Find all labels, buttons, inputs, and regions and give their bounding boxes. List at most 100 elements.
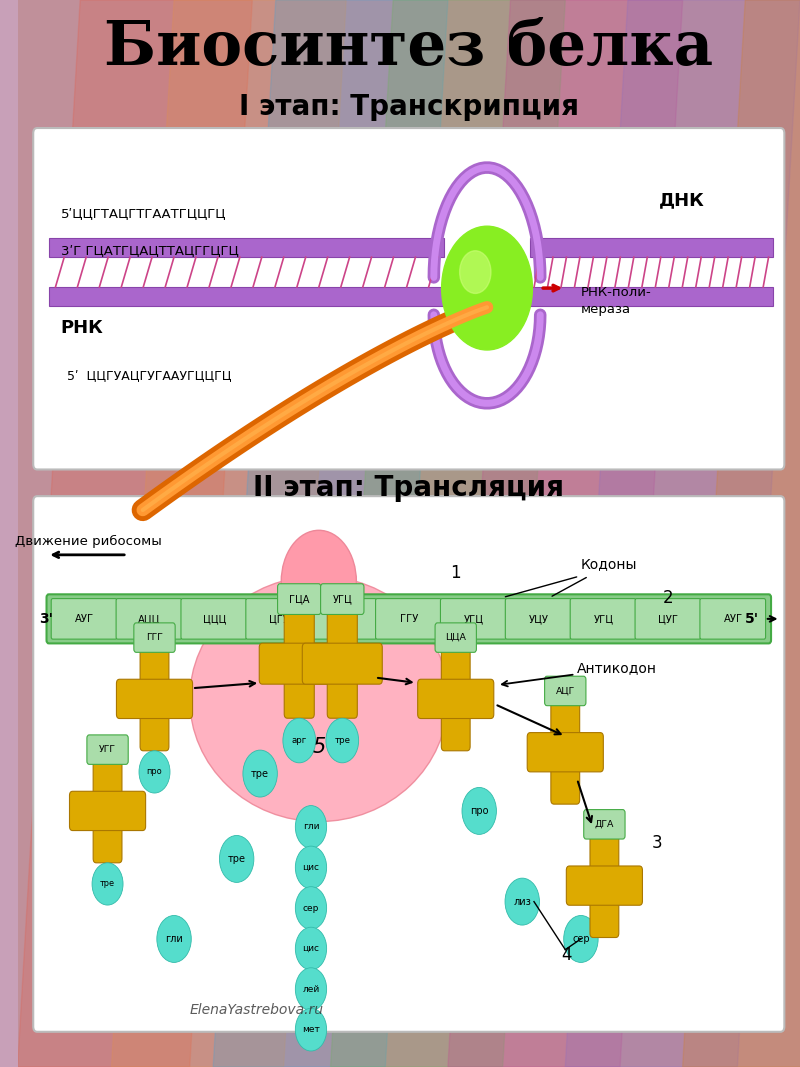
- Text: Кодоны: Кодоны: [581, 557, 638, 571]
- Text: 4: 4: [562, 946, 572, 965]
- Text: УЦУ: УЦУ: [529, 614, 549, 624]
- FancyBboxPatch shape: [551, 700, 580, 805]
- Circle shape: [139, 751, 170, 793]
- Text: сер: сер: [302, 904, 319, 912]
- FancyBboxPatch shape: [545, 676, 586, 705]
- Polygon shape: [566, 0, 800, 1067]
- Text: мет: мет: [302, 1025, 320, 1034]
- Text: Движение рибосомы: Движение рибосомы: [14, 535, 162, 547]
- FancyBboxPatch shape: [70, 792, 146, 830]
- Polygon shape: [330, 0, 566, 1067]
- Circle shape: [295, 968, 326, 1010]
- FancyBboxPatch shape: [34, 128, 784, 469]
- FancyBboxPatch shape: [700, 599, 766, 639]
- Circle shape: [295, 1008, 326, 1051]
- Text: ElenaYastrebova.ru: ElenaYastrebova.ru: [190, 1003, 324, 1017]
- Text: РНК: РНК: [61, 319, 103, 337]
- Text: 3: 3: [651, 834, 662, 853]
- Text: 5: 5: [312, 737, 326, 757]
- Circle shape: [505, 878, 539, 925]
- Text: АЦГ: АЦГ: [556, 686, 575, 696]
- Circle shape: [295, 887, 326, 929]
- Text: ЦЦЦ: ЦЦЦ: [202, 614, 226, 624]
- FancyBboxPatch shape: [418, 680, 494, 718]
- FancyBboxPatch shape: [284, 609, 314, 718]
- Circle shape: [460, 251, 491, 293]
- Ellipse shape: [190, 576, 448, 822]
- FancyBboxPatch shape: [116, 599, 182, 639]
- Circle shape: [157, 915, 191, 962]
- Circle shape: [92, 863, 123, 905]
- FancyBboxPatch shape: [435, 623, 476, 652]
- Circle shape: [564, 915, 598, 962]
- Text: ЦЦА: ЦЦА: [446, 633, 466, 642]
- FancyBboxPatch shape: [140, 647, 169, 751]
- Text: I этап: Транскрипция: I этап: Транскрипция: [238, 93, 578, 121]
- Circle shape: [442, 226, 533, 350]
- FancyBboxPatch shape: [278, 584, 321, 615]
- Text: УГЦ: УГЦ: [333, 594, 352, 604]
- Circle shape: [295, 927, 326, 970]
- Text: 5': 5': [746, 611, 759, 626]
- FancyBboxPatch shape: [117, 680, 193, 718]
- Polygon shape: [111, 0, 346, 1067]
- Text: 3ʹГ ГЦАТГЦАЦТТАЦГГЦГЦ: 3ʹГ ГЦАТГЦАЦТТАЦГГЦГЦ: [61, 244, 238, 257]
- Text: цис: цис: [302, 944, 319, 953]
- FancyBboxPatch shape: [46, 594, 771, 643]
- Circle shape: [462, 787, 497, 834]
- Text: ГЦА: ГЦА: [289, 594, 310, 604]
- FancyBboxPatch shape: [441, 599, 506, 639]
- FancyBboxPatch shape: [302, 643, 382, 684]
- Circle shape: [243, 750, 278, 797]
- FancyBboxPatch shape: [566, 866, 642, 905]
- FancyBboxPatch shape: [34, 496, 784, 1032]
- Polygon shape: [682, 0, 800, 1067]
- FancyBboxPatch shape: [527, 733, 603, 771]
- Text: ДГА: ДГА: [594, 819, 614, 829]
- FancyBboxPatch shape: [246, 599, 311, 639]
- Text: тре: тре: [228, 854, 246, 864]
- Polygon shape: [213, 0, 448, 1067]
- Text: II этап: Трансляция: II этап: Трансляция: [254, 474, 564, 501]
- FancyBboxPatch shape: [570, 599, 636, 639]
- Text: Биосинтез белка: Биосинтез белка: [104, 18, 714, 78]
- FancyBboxPatch shape: [327, 609, 358, 718]
- FancyBboxPatch shape: [259, 643, 339, 684]
- Text: ГГГ: ГГГ: [146, 633, 163, 642]
- Bar: [530, 287, 773, 306]
- Circle shape: [326, 718, 358, 763]
- Text: цис: цис: [302, 863, 319, 872]
- FancyBboxPatch shape: [87, 735, 128, 764]
- Text: 5ʹЦЦГТАЦГТГААТГЦЦГЦ: 5ʹЦЦГТАЦГТГААТГЦЦГЦ: [61, 207, 226, 220]
- Circle shape: [295, 846, 326, 889]
- Text: лиз: лиз: [514, 896, 531, 907]
- Polygon shape: [18, 0, 252, 1067]
- Text: гли: гли: [302, 823, 319, 831]
- Text: тре: тре: [251, 768, 269, 779]
- FancyBboxPatch shape: [442, 647, 470, 751]
- FancyBboxPatch shape: [590, 833, 618, 938]
- Circle shape: [219, 835, 254, 882]
- Bar: [49, 287, 444, 306]
- Text: АУГ: АУГ: [75, 614, 94, 624]
- Text: АЦГ: АЦГ: [334, 614, 354, 624]
- Bar: [49, 238, 444, 257]
- Text: 5ʹ  ЦЦГУАЦГУГААУГЦЦГЦ: 5ʹ ЦЦГУАЦГУГААУГЦЦГЦ: [67, 369, 231, 382]
- Text: Антикодон: Антикодон: [577, 662, 657, 675]
- Text: 2: 2: [663, 589, 674, 607]
- Text: сер: сер: [572, 934, 590, 944]
- FancyBboxPatch shape: [51, 599, 117, 639]
- Polygon shape: [448, 0, 682, 1067]
- Text: УГЦ: УГЦ: [464, 614, 484, 624]
- Text: АЦЦ: АЦЦ: [138, 614, 161, 624]
- Text: гли: гли: [165, 934, 183, 944]
- FancyBboxPatch shape: [635, 599, 701, 639]
- FancyBboxPatch shape: [134, 623, 175, 652]
- Text: РНК-поли-
мераза: РНК-поли- мераза: [581, 286, 652, 316]
- Text: 3': 3': [39, 611, 54, 626]
- Circle shape: [283, 718, 316, 763]
- Bar: [530, 238, 773, 257]
- Text: про: про: [146, 767, 162, 777]
- FancyBboxPatch shape: [93, 759, 122, 863]
- Text: 1: 1: [450, 564, 461, 583]
